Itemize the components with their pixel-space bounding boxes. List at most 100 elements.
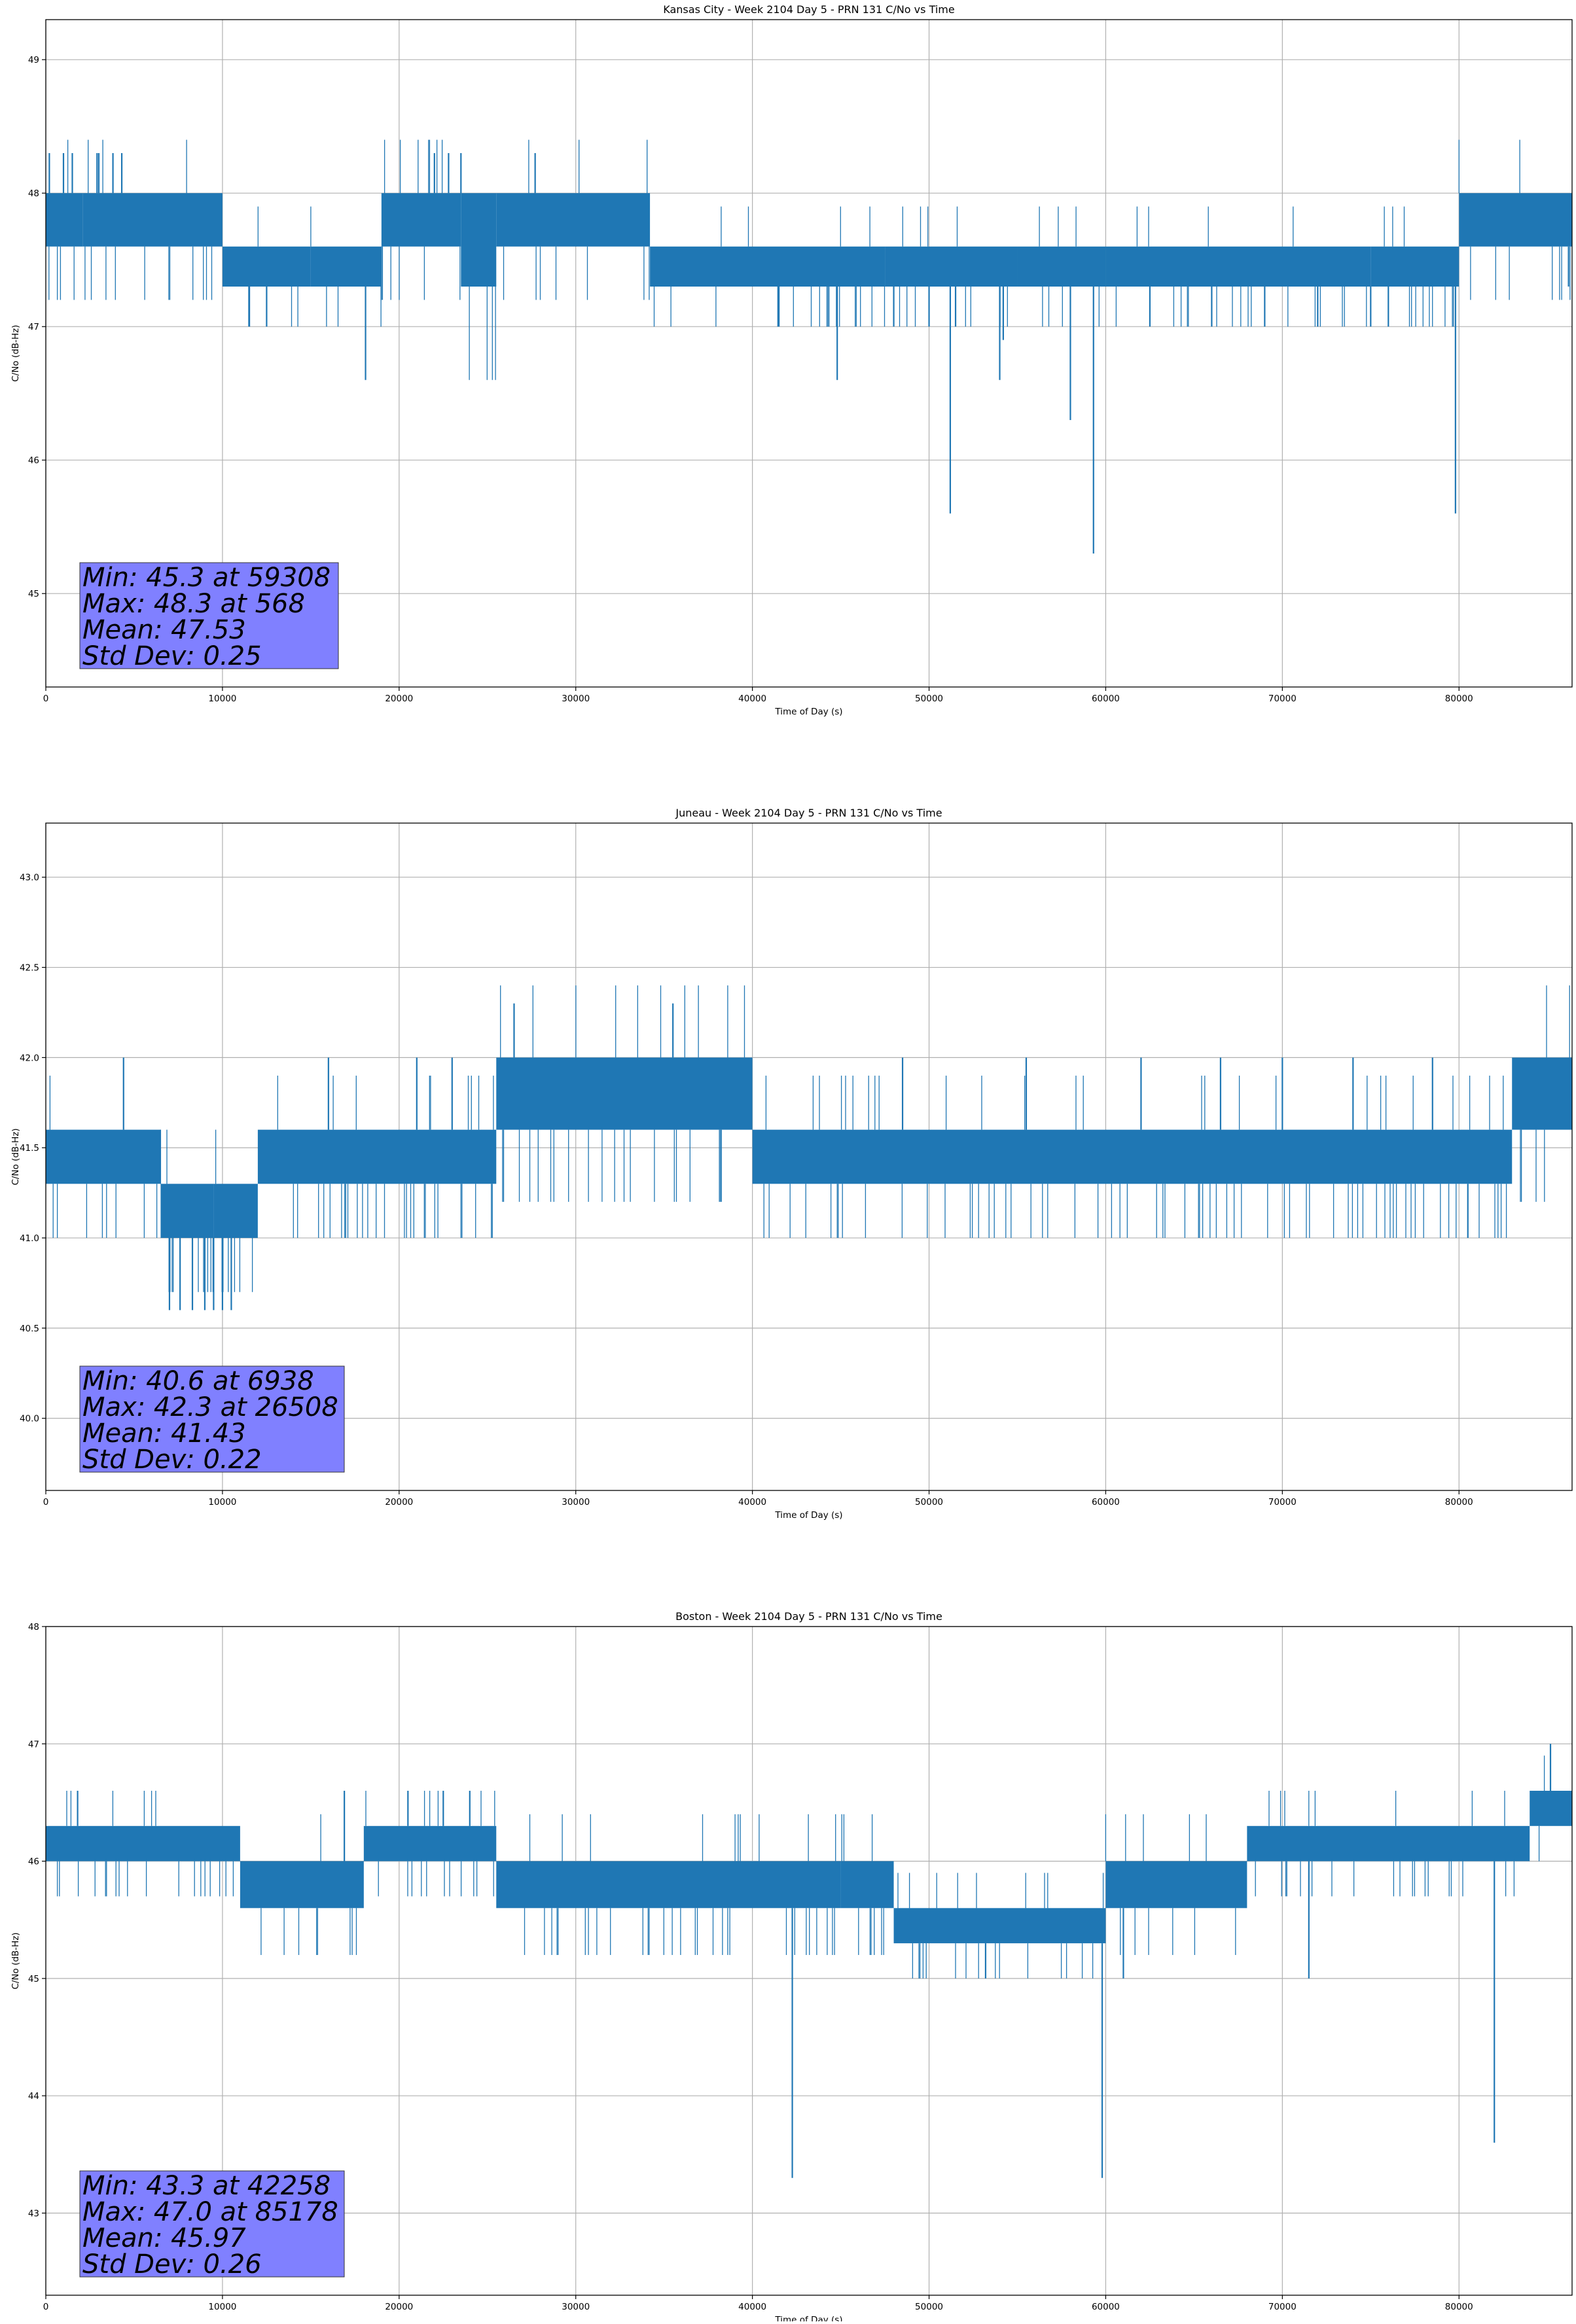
data-band [310, 246, 382, 287]
data-band [46, 1129, 161, 1184]
stats-line: Std Dev: 0.25 [82, 641, 262, 671]
x-axis-label: Time of Day (s) [774, 1510, 842, 1521]
y-tick-label: 47 [28, 1739, 39, 1750]
data-band [1105, 1861, 1247, 1909]
stats-box [79, 2170, 345, 2278]
stats-box [79, 562, 339, 669]
plot-frame [45, 1626, 1573, 2296]
data-band [381, 193, 461, 247]
y-tick-label: 45 [28, 589, 39, 599]
stats-line: Min: 45.3 at 59308 [82, 563, 331, 593]
data-band [840, 1861, 894, 1909]
y-tick-label: 49 [28, 55, 39, 65]
data-series [46, 1744, 1572, 2178]
x-tick-label: 30000 [562, 1497, 590, 1507]
data-band [213, 1184, 258, 1239]
stats-line: Mean: 45.97 [82, 2223, 246, 2253]
x-axis: 0 10000 20000 30000 40000 50000 60000 70000 8000… [43, 687, 1473, 717]
x-tick-label: 80000 [1445, 694, 1473, 704]
x-tick-label: 10000 [208, 2302, 236, 2312]
data-band [496, 193, 651, 247]
data-band [1370, 246, 1460, 287]
gridlines [45, 20, 1572, 687]
chart-title: Boston - Week 2104 Day 5 - PRN 131 C/No … [675, 1610, 942, 1623]
data-series [46, 985, 1572, 1311]
x-axis: 0 10000 20000 30000 40000 50000 60000 70000 8000… [43, 1490, 1473, 1521]
data-band [46, 193, 83, 247]
x-tick-label: 20000 [385, 1497, 413, 1507]
y-axis: 43 44 45 46 47 48 C/No (dB-Hz) [10, 1622, 46, 2219]
x-tick-label: 0 [43, 1497, 49, 1507]
data-band [461, 193, 497, 287]
y-tick-label: 44 [28, 2091, 39, 2102]
x-tick-label: 10000 [208, 1497, 236, 1507]
data-band [1247, 1825, 1530, 1861]
data-jitter [1384, 206, 1454, 327]
y-axis: 45 46 47 48 49 C/No (dB-Hz) [10, 55, 46, 599]
data-band [1530, 1791, 1572, 1826]
y-tick-label: 45 [28, 1974, 39, 1984]
x-axis-label: Time of Day (s) [774, 707, 842, 717]
x-tick-label: 40000 [738, 694, 766, 704]
x-tick-label: 10000 [208, 694, 236, 704]
y-axis-label: C/No (dB-Hz) [10, 325, 21, 381]
data-band [893, 1908, 1106, 1944]
chart-panel-0: Kansas City - Week 2104 Day 5 - PRN 131 … [10, 3, 1573, 717]
data-jitter [469, 287, 496, 380]
y-tick-label: 48 [28, 188, 39, 199]
x-tick-label: 70000 [1268, 2302, 1297, 2312]
x-tick-label: 50000 [915, 1497, 943, 1507]
y-tick-label: 40.0 [20, 1414, 39, 1424]
data-band [752, 1129, 1513, 1184]
x-tick-label: 50000 [915, 2302, 943, 2312]
y-axis-label: C/No (dB-Hz) [10, 1932, 21, 1989]
data-band [885, 246, 1018, 287]
x-tick-label: 50000 [915, 694, 943, 704]
chart-title: Juneau - Week 2104 Day 5 - PRN 131 C/No … [675, 807, 942, 819]
x-tick-label: 70000 [1268, 694, 1297, 704]
y-tick-label: 46 [28, 455, 39, 466]
y-tick-label: 48 [28, 1622, 39, 1632]
chart-panel-2: Boston - Week 2104 Day 5 - PRN 131 C/No … [10, 1610, 1573, 2324]
data-band [160, 1184, 214, 1239]
data-band [46, 1825, 240, 1861]
chart-title: Kansas City - Week 2104 Day 5 - PRN 131 … [663, 3, 954, 16]
data-band [1017, 246, 1106, 287]
y-axis-label: C/No (dB-Hz) [10, 1128, 21, 1185]
stats-box [79, 1365, 345, 1473]
y-tick-label: 41.5 [20, 1143, 39, 1153]
x-tick-label: 80000 [1445, 1497, 1473, 1507]
x-tick-label: 80000 [1445, 2302, 1473, 2312]
x-tick-label: 30000 [562, 694, 590, 704]
y-tick-label: 41.0 [20, 1233, 39, 1244]
data-band [222, 246, 311, 287]
data-band [1105, 246, 1371, 287]
stats-line: Mean: 41.43 [82, 1418, 246, 1449]
x-tick-label: 60000 [1092, 1497, 1120, 1507]
y-tick-label: 47 [28, 322, 39, 332]
plot-frame [45, 822, 1573, 1491]
y-tick-label: 42.5 [20, 963, 39, 974]
stats-line: Max: 48.3 at 568 [82, 589, 305, 619]
x-tick-label: 40000 [738, 1497, 766, 1507]
data-band [257, 1129, 497, 1184]
stats-line: Mean: 47.53 [82, 615, 246, 645]
data-band [240, 1861, 364, 1909]
x-tick-label: 20000 [385, 2302, 413, 2312]
y-tick-label: 42.0 [20, 1053, 39, 1063]
plot-frame [45, 19, 1573, 688]
y-tick-label: 43.0 [20, 873, 39, 883]
data-band [650, 246, 886, 287]
data-band [82, 193, 223, 247]
x-tick-label: 60000 [1092, 694, 1120, 704]
stats-line: Std Dev: 0.26 [82, 2249, 262, 2280]
x-tick-label: 0 [43, 694, 49, 704]
stats-line: Min: 43.3 at 42258 [82, 2171, 331, 2201]
data-band [1459, 193, 1572, 247]
y-tick-label: 40.5 [20, 1324, 39, 1334]
data-band [496, 1057, 753, 1130]
